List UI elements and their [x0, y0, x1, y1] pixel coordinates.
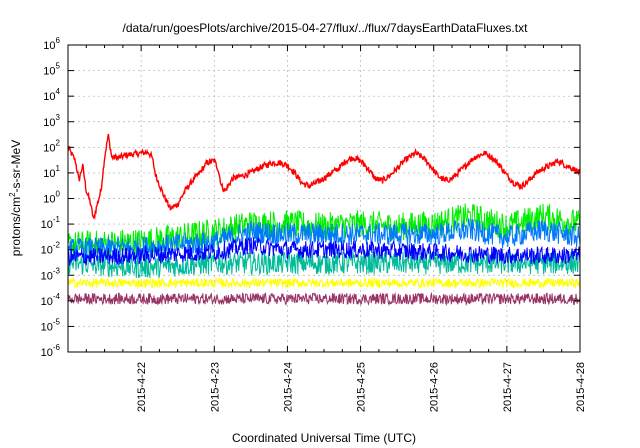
y-tick-label: 10-6 [41, 343, 61, 359]
y-tick-label: 103 [43, 113, 60, 129]
series-line-3 [67, 217, 581, 262]
x-axis-ticks: 2015-4-22 2015-4-23 2015-4-24 2015-4-25 2015… [85, 45, 587, 412]
y-tick-label: 104 [43, 87, 60, 103]
x-tick-label: 2015-4-24 [282, 362, 294, 412]
series-line-5 [67, 276, 581, 290]
x-axis-label: Coordinated Universal Time (UTC) [232, 431, 416, 445]
x-tick-label: 2015-4-25 [356, 362, 368, 412]
y-tick-label: 105 [43, 62, 60, 78]
series-group [67, 133, 581, 307]
y-tick-label: 10-3 [41, 266, 61, 282]
y-tick-label: 10-2 [41, 241, 61, 257]
y-tick-label: 102 [43, 138, 60, 154]
x-tick-label: 2015-4-26 [429, 362, 441, 412]
x-tick-label: 2015-4-27 [502, 362, 514, 412]
y-tick-label: 106 [43, 36, 60, 52]
chart-title: /data/run/goesPlots/archive/2015-04-27/f… [123, 21, 529, 35]
y-tick-label: 100 [43, 190, 60, 206]
series-line-6 [67, 291, 581, 307]
x-tick-label: 2015-4-22 [136, 362, 148, 412]
y-tick-label: 101 [43, 164, 60, 180]
series-line-4 [67, 237, 581, 266]
series-line-1 [67, 203, 581, 258]
y-tick-label: 10-4 [41, 292, 61, 308]
x-tick-label: 2015-4-28 [575, 362, 587, 412]
y-axis-ticks: 10-6 10-5 10-4 10-3 10-2 10-1 100 101 102 103 104 1… [41, 36, 580, 359]
grid [68, 45, 580, 352]
y-tick-label: 10-5 [41, 317, 61, 333]
y-axis-label: protons/cm2-s-sr-MeV [8, 140, 23, 256]
y-tick-label: 10-1 [41, 215, 61, 231]
x-tick-label: 2015-4-23 [209, 362, 221, 412]
series-line-0 [67, 133, 581, 220]
